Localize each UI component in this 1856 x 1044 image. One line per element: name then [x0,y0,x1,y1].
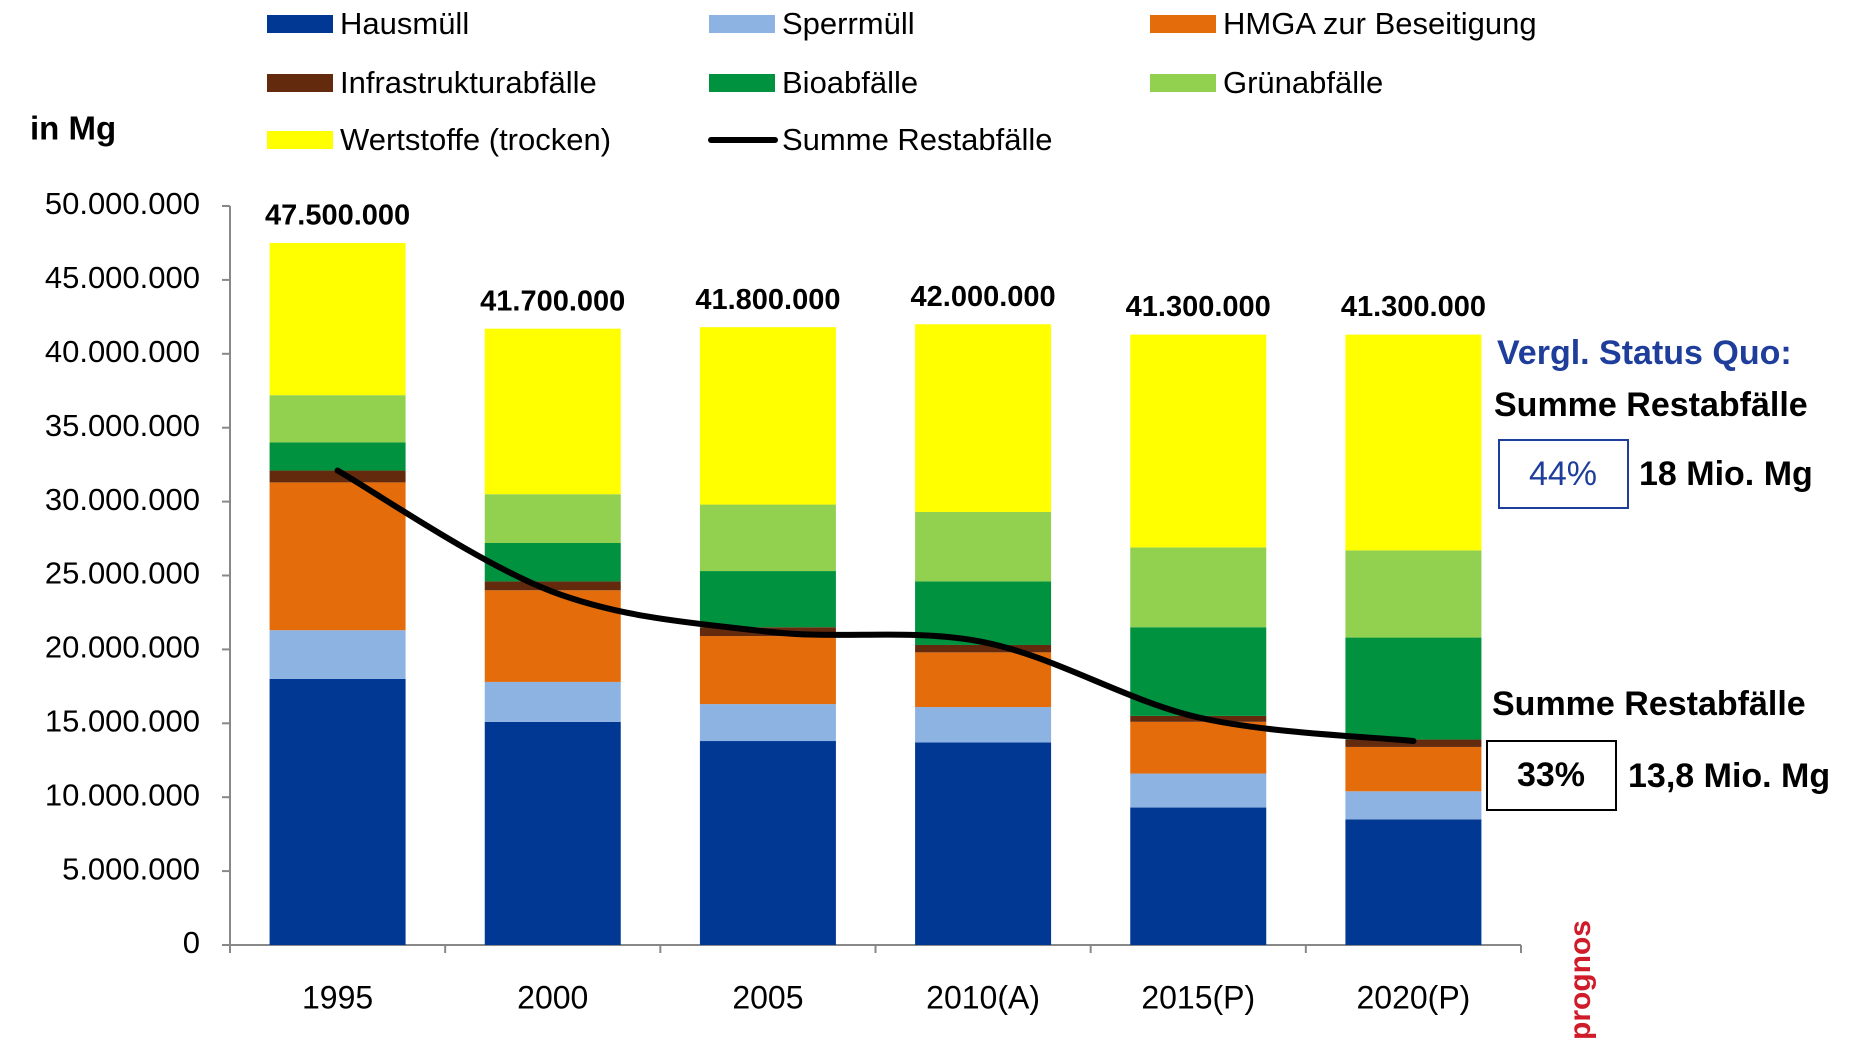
bar-segment [484,542,621,582]
bar-segment [269,630,406,679]
x-tick-label: 2005 [732,979,803,1015]
annotation: Summe Restabfälle [1492,685,1806,723]
total-label: 41.700.000 [480,285,625,317]
annotation-box [1498,439,1629,509]
legend-swatch [1150,15,1216,33]
legend-swatch [1150,74,1216,92]
bar-segment [269,395,406,443]
legend-label: Sperrmüll [782,6,915,41]
bar-segment [699,327,836,505]
bar-segment [484,581,621,591]
bar-segment [915,707,1052,743]
annotation-box [1486,740,1617,811]
bar-segment [269,470,406,483]
bar-segment [269,482,406,631]
y-tick-label: 15.000.000 [45,703,200,738]
bar-segment [269,678,406,945]
bar-segment [915,644,1052,653]
legend-swatch [267,74,333,92]
legend-swatch [267,131,333,149]
legend-label: Grünabfälle [1223,65,1383,100]
annotation: 18 Mio. Mg [1639,455,1813,493]
bar-segment [484,681,621,722]
x-tick-label: 2015(P) [1141,979,1255,1015]
annotation: Vergl. Status Quo: [1497,334,1792,372]
y-tick-label: 10.000.000 [45,777,200,812]
bar-segment [1345,819,1482,945]
bar-segment [269,242,406,396]
bar-segment [1345,334,1482,551]
bar-segment [699,504,836,572]
bar-segment [915,511,1052,582]
y-tick-label: 5.000.000 [62,851,200,886]
legend-swatch [709,15,775,33]
bar-segment [1345,746,1482,792]
bar-segment [699,741,836,945]
legend-label: Summe Restabfälle [782,122,1053,157]
total-label: 41.300.000 [1126,291,1271,323]
bar-segment [1345,791,1482,820]
annotation: Summe Restabfälle [1494,386,1808,424]
bar-segment [1130,547,1267,628]
bar-segment [484,494,621,543]
x-tick-label: 2000 [517,979,588,1015]
logo: prognos [1564,920,1597,1040]
y-tick-label: 25.000.000 [45,556,200,591]
legend-label: Infrastrukturabfälle [340,65,597,100]
bar-segment [1130,773,1267,808]
bar-segment [699,571,836,628]
bar-segment [484,721,621,945]
bar-segment [269,442,406,471]
annotation: 33% [1517,756,1585,794]
y-tick-label: 50.000.000 [45,186,200,221]
legend-label: HMGA zur Beseitigung [1223,6,1537,41]
bar-segment [915,324,1052,512]
y-tick-label: 30.000.000 [45,482,200,517]
legend-label: Hausmüll [340,6,469,41]
total-label: 41.800.000 [695,284,840,316]
total-label: 47.500.000 [265,200,410,232]
bar-segment [699,704,836,742]
bar-segment [699,636,836,705]
bar-segment [1345,637,1482,740]
legend-label: Bioabfälle [782,65,918,100]
y-tick-label: 20.000.000 [45,630,200,665]
bar-segment [1130,334,1267,548]
legend-swatch [709,74,775,92]
x-tick-label: 2020(P) [1356,979,1470,1015]
y-axis-label: in Mg [30,110,116,147]
legend-label: Wertstoffe (trocken) [340,122,611,157]
bar-segment [1130,721,1267,774]
legend-swatch [267,15,333,33]
y-tick-label: 40.000.000 [45,334,200,369]
bar-segment [1345,550,1482,638]
annotation: 13,8 Mio. Mg [1628,757,1830,795]
y-tick-label: 45.000.000 [45,260,200,295]
x-tick-label: 2010(A) [926,979,1040,1015]
bar-segment [484,328,621,495]
annotation: 44% [1529,455,1597,493]
bar-segment [1130,807,1267,945]
bar-segment [915,742,1052,945]
total-label: 42.000.000 [911,281,1056,313]
y-tick-label: 0 [183,925,200,960]
total-label: 41.300.000 [1341,291,1486,323]
y-tick-label: 35.000.000 [45,408,200,443]
bar-segment [915,652,1052,708]
line [334,467,1417,745]
x-tick-label: 1995 [302,979,373,1015]
